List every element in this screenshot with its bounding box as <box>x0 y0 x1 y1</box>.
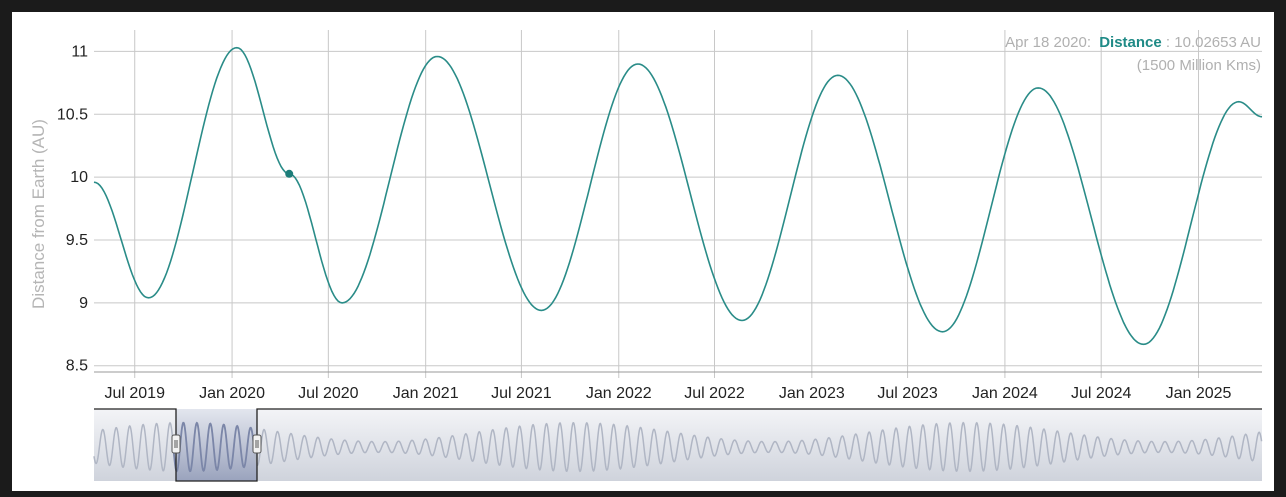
navigator-series-line-selected <box>172 421 255 473</box>
tooltip: Apr 18 2020: Distance : 10.02653 AU (150… <box>1005 34 1261 74</box>
series-line-distance <box>93 46 1263 346</box>
x-axis-ticks: Jul 2019 Jan 2020 Jul 2020 Jan 2021 Jul 2021… <box>104 385 1231 402</box>
navigator-outline <box>94 408 1262 482</box>
x-tick-label: Jan 2022 <box>586 385 652 402</box>
y-tick-label: 9 <box>79 295 88 312</box>
x-tick-label: Jul 2020 <box>298 385 359 402</box>
tooltip-value: : 10.02653 AU <box>1166 34 1261 51</box>
chart-panel: 8.5 9 9.5 10 10.5 11 Jul 2019 Jan 2020 Jul 2020… <box>12 12 1274 491</box>
hover-point[interactable] <box>285 169 294 178</box>
y-tick-label: 10.5 <box>57 106 88 123</box>
navigator-series-line <box>93 421 1263 473</box>
tooltip-date: Apr 18 2020: <box>1005 34 1091 51</box>
y-tick-label: 11 <box>71 43 88 60</box>
grid <box>94 30 1262 378</box>
x-tick-label: Jan 2024 <box>972 385 1038 402</box>
x-tick-label: Jul 2024 <box>1071 385 1132 402</box>
tooltip-sub: (1500 Million Kms) <box>1137 57 1261 74</box>
navigator-handle-right[interactable] <box>252 434 262 454</box>
x-tick-label: Jul 2019 <box>104 385 165 402</box>
y-tick-label: 9.5 <box>66 232 88 249</box>
navigator-handle-left[interactable] <box>171 434 181 454</box>
distance-chart: 8.5 9 9.5 10 10.5 11 Jul 2019 Jan 2020 Jul 2020… <box>29 30 1263 482</box>
tooltip-label: Distance <box>1099 34 1162 51</box>
x-tick-label: Jan 2021 <box>393 385 459 402</box>
x-tick-label: Jul 2022 <box>684 385 745 402</box>
x-tick-label: Jan 2023 <box>779 385 845 402</box>
x-tick-label: Jul 2021 <box>491 385 552 402</box>
y-tick-label: 8.5 <box>66 358 88 375</box>
x-tick-label: Jan 2025 <box>1166 385 1232 402</box>
svg-text:Apr 18 2020: Distance: Apr 18 2020: Distance : 10.02653 AU <box>1005 34 1261 51</box>
y-axis-label: Distance from Earth (AU) <box>29 119 48 309</box>
x-tick-label: Jul 2023 <box>877 385 938 402</box>
navigator <box>93 408 1263 482</box>
y-axis-ticks: 8.5 9 9.5 10 10.5 11 <box>57 43 88 374</box>
y-tick-label: 10 <box>70 169 88 186</box>
x-tick-label: Jan 2020 <box>199 385 265 402</box>
